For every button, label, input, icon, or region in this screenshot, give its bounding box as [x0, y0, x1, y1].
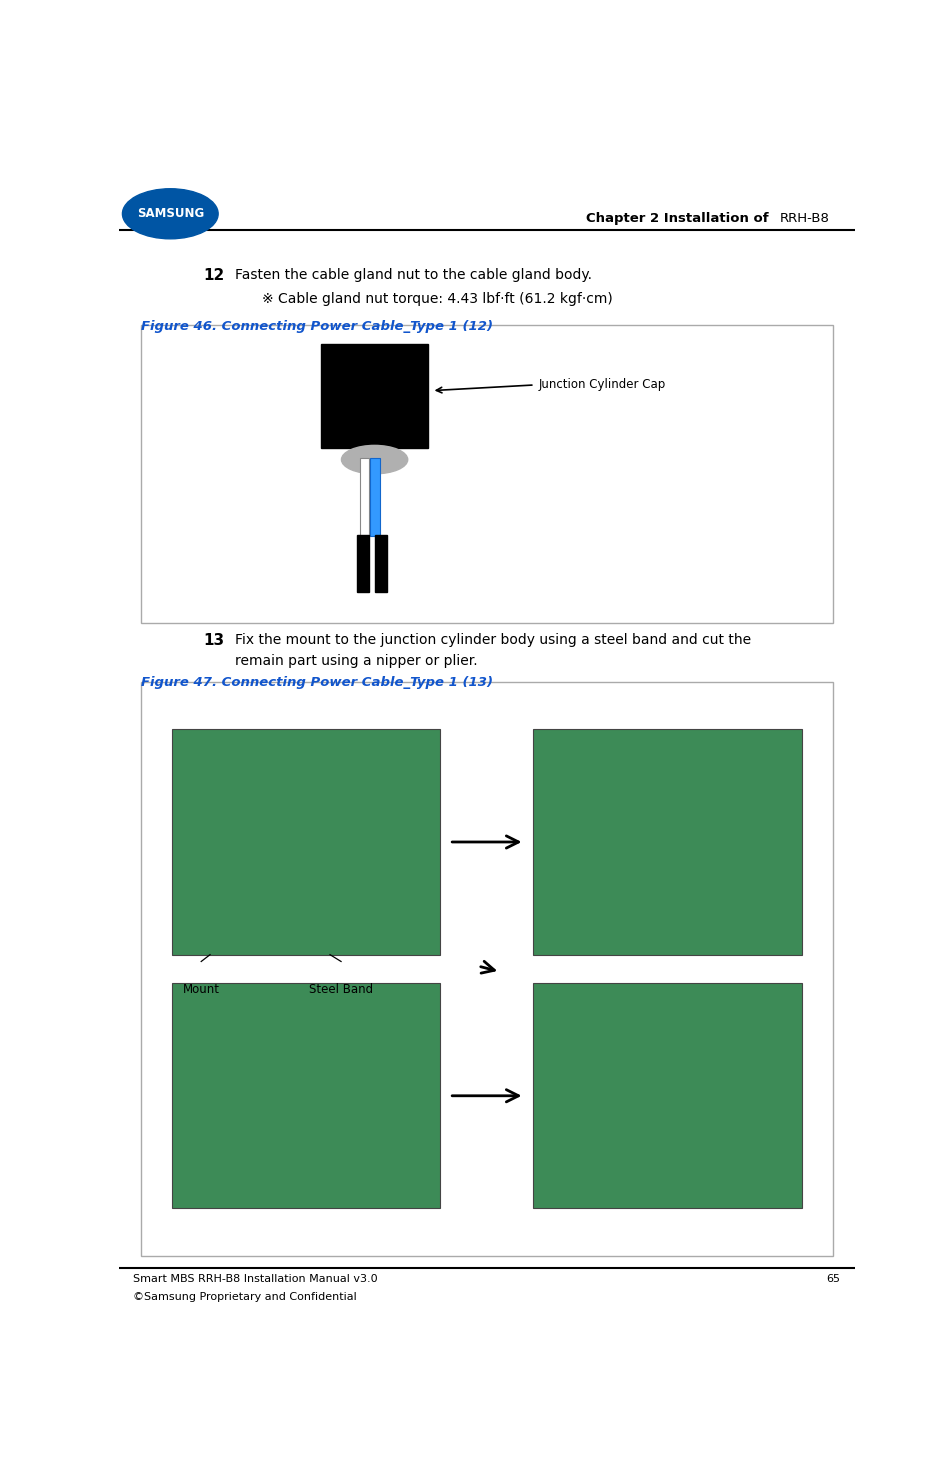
Text: RRH-B8: RRH-B8	[779, 213, 829, 226]
Text: ※ Cable gland nut torque: 4.43 lbf·ft (61.2 kgf·cm): ※ Cable gland nut torque: 4.43 lbf·ft (6…	[262, 293, 613, 306]
FancyBboxPatch shape	[533, 729, 802, 955]
Text: Junction Cylinder Cap: Junction Cylinder Cap	[539, 378, 666, 392]
Text: 12: 12	[203, 269, 224, 284]
Text: Chapter 2 Installation of: Chapter 2 Installation of	[586, 213, 773, 226]
FancyBboxPatch shape	[533, 983, 802, 1209]
FancyBboxPatch shape	[360, 458, 370, 537]
FancyBboxPatch shape	[141, 681, 833, 1256]
Text: 65: 65	[826, 1274, 840, 1284]
Text: 13: 13	[203, 633, 224, 647]
Text: Mount: Mount	[182, 983, 219, 996]
Text: Fix the mount to the junction cylinder body using a steel band and cut the: Fix the mount to the junction cylinder b…	[235, 633, 751, 646]
Text: Fasten the cable gland nut to the cable gland body.: Fasten the cable gland nut to the cable …	[235, 269, 592, 282]
Text: ©Samsung Proprietary and Confidential: ©Samsung Proprietary and Confidential	[133, 1292, 357, 1302]
FancyBboxPatch shape	[370, 458, 380, 537]
Ellipse shape	[123, 189, 218, 239]
Text: Steel Band: Steel Band	[309, 983, 373, 996]
Ellipse shape	[341, 445, 408, 474]
FancyBboxPatch shape	[375, 535, 387, 591]
FancyBboxPatch shape	[172, 983, 441, 1209]
Text: Smart MBS RRH-B8 Installation Manual v3.0: Smart MBS RRH-B8 Installation Manual v3.…	[133, 1274, 378, 1284]
Text: SAMSUNG: SAMSUNG	[137, 207, 204, 220]
Text: remain part using a nipper or plier.: remain part using a nipper or plier.	[235, 655, 478, 668]
FancyBboxPatch shape	[357, 535, 369, 591]
Text: Figure 46. Connecting Power Cable_Type 1 (12): Figure 46. Connecting Power Cable_Type 1…	[141, 319, 493, 333]
FancyBboxPatch shape	[172, 729, 441, 955]
FancyBboxPatch shape	[141, 325, 833, 624]
FancyBboxPatch shape	[321, 343, 428, 448]
Text: Figure 47. Connecting Power Cable_Type 1 (13): Figure 47. Connecting Power Cable_Type 1…	[141, 675, 493, 689]
